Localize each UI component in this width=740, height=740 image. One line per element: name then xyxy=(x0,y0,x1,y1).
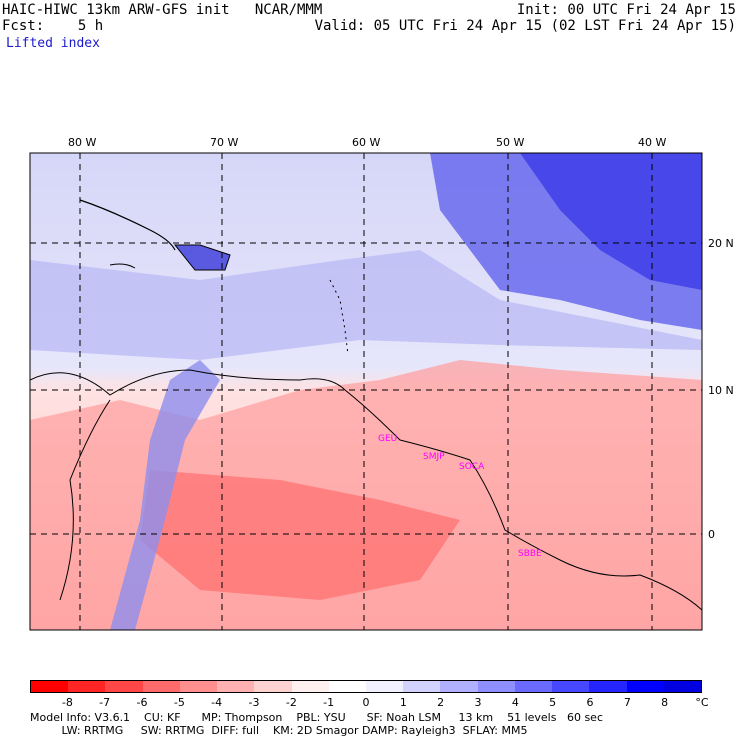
model-title: HAIC-HIWC 13km ARW-GFS init NCAR/MMM xyxy=(2,2,323,18)
colorbar-swatch xyxy=(328,681,366,692)
colorbar-swatch xyxy=(552,681,590,692)
colorbar-swatch xyxy=(217,681,255,692)
colorbar-swatch xyxy=(477,681,515,692)
model-info-line1: Model Info: V3.6.1 CU: KF MP: Thompson P… xyxy=(30,711,603,724)
field-name: Lifted index xyxy=(6,36,100,51)
colorbar-label: 5 xyxy=(549,696,557,709)
colorbar xyxy=(30,680,702,693)
lat-label-20n: 20 N xyxy=(708,237,734,250)
jamaica-outline xyxy=(109,263,136,269)
very-stable-core xyxy=(520,153,702,290)
forecast-hour: Fcst: 5 h xyxy=(2,18,104,34)
lon-labels: 80 W 70 W 60 W 50 W 40 W xyxy=(68,136,666,149)
lesser-antilles xyxy=(329,279,349,356)
colorbar-label: 7 xyxy=(623,696,631,709)
south-america-coastline xyxy=(30,369,702,611)
station-labels: GEU SMJP SOCA SBBE xyxy=(378,434,542,559)
station-sbbe: SBBE xyxy=(518,549,542,559)
west-coastline xyxy=(59,399,111,601)
init-time: Init: 00 UTC Fri 24 Apr 15 xyxy=(516,2,736,18)
colorbar-label: 6 xyxy=(586,696,594,709)
lon-label-50w: 50 W xyxy=(496,136,524,149)
colorbar-label: 2 xyxy=(437,696,445,709)
colorbar-swatch xyxy=(589,681,627,692)
colorbar-label: -3 xyxy=(248,696,260,709)
colorbar-swatch xyxy=(626,681,664,692)
lat-labels: 20 N 10 N 0 xyxy=(708,237,734,541)
colorbar-label: -6 xyxy=(136,696,148,709)
colorbar-swatch xyxy=(365,681,404,692)
colorbar-swatch xyxy=(254,681,292,692)
colorbar-label: 4 xyxy=(511,696,519,709)
andes-stable-strip xyxy=(110,360,220,630)
valid-time: Valid: 05 UTC Fri 24 Apr 15 (02 LST Fri … xyxy=(314,18,736,34)
stable-band xyxy=(30,250,702,360)
hispaniola-outline xyxy=(173,244,231,271)
colorbar-label: 3 xyxy=(474,696,482,709)
colorbar-swatch xyxy=(403,681,441,692)
colorbar-label: 0 xyxy=(362,696,370,709)
colorbar-swatch xyxy=(31,681,69,692)
colorbar-label: 8 xyxy=(661,696,669,709)
station-geu: GEU xyxy=(378,434,397,444)
colorbar-swatch xyxy=(291,681,329,692)
station-soca: SOCA xyxy=(459,462,485,472)
lat-label-10n: 10 N xyxy=(708,384,734,397)
colorbar-label: -8 xyxy=(61,696,73,709)
lon-label-60w: 60 W xyxy=(352,136,380,149)
very-unstable-core xyxy=(140,470,460,600)
map-frame xyxy=(29,152,703,631)
station-smjp: SMJP xyxy=(423,452,445,462)
cuba-outline xyxy=(79,199,176,251)
lon-label-40w: 40 W xyxy=(638,136,666,149)
colorbar-swatch xyxy=(440,681,478,692)
colorbar-label: -4 xyxy=(211,696,223,709)
lat-lon-grid xyxy=(30,153,702,630)
colorbar-swatch xyxy=(663,681,701,692)
colorbar-label: -7 xyxy=(99,696,111,709)
lat-label-0: 0 xyxy=(708,528,715,541)
colorbar-swatch xyxy=(68,681,106,692)
colorbar-label: °C xyxy=(695,696,709,709)
lon-label-80w: 80 W xyxy=(68,136,96,149)
colorbar-swatch xyxy=(142,681,180,692)
colorbar-label: -5 xyxy=(173,696,185,709)
model-info-line2: LW: RRTMG SW: RRTMG DIFF: full KM: 2D Sm… xyxy=(30,724,528,737)
colorbar-label: -2 xyxy=(285,696,297,709)
colorbar-swatch xyxy=(514,681,553,692)
colorbar-swatch xyxy=(105,681,143,692)
colorbar-label: 1 xyxy=(399,696,407,709)
colorbar-label: -1 xyxy=(323,696,335,709)
colorbar-swatch xyxy=(179,681,218,692)
lon-label-70w: 70 W xyxy=(210,136,238,149)
